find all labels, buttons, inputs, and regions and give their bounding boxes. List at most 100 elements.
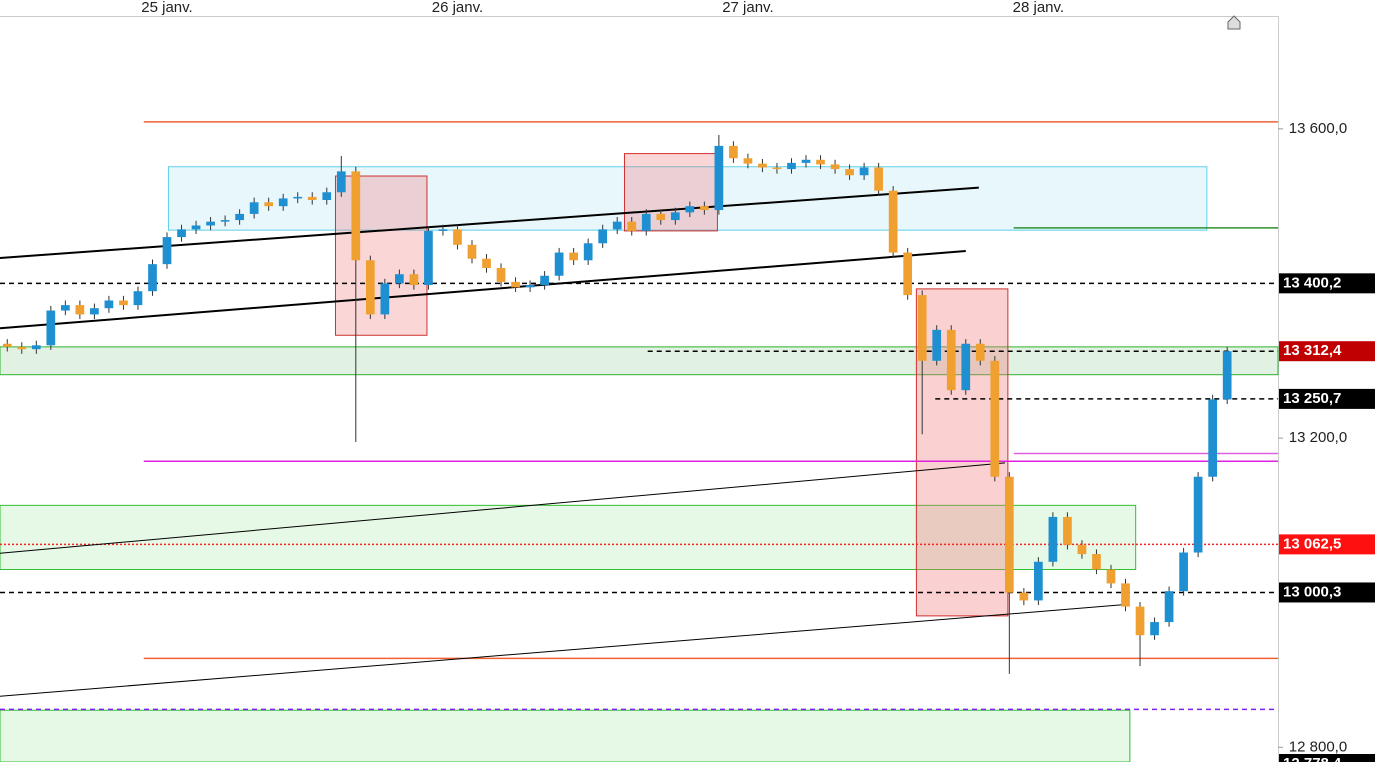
price-label-bg [1279, 582, 1375, 603]
candle-body [191, 225, 201, 230]
candle-body [917, 295, 927, 361]
candle-body [2, 343, 12, 347]
candle-body [932, 329, 942, 361]
x-tick-label: 25 janv. [141, 0, 192, 16]
price-label: 13 400,2 [1283, 274, 1341, 291]
candle-body [496, 268, 506, 282]
candle-body [612, 221, 622, 230]
candle-body [1121, 583, 1130, 607]
candle-body [31, 345, 41, 350]
candle-body [148, 264, 157, 292]
candle-body [220, 220, 230, 222]
candle-body [729, 145, 738, 159]
candle-body [975, 343, 985, 361]
candle-body [874, 167, 883, 191]
candle-body [351, 171, 361, 261]
candle-body [1208, 399, 1218, 477]
candle-body [1092, 554, 1101, 570]
candle-body [60, 305, 70, 311]
candle-body [598, 229, 608, 244]
price-label-bg [1279, 341, 1375, 362]
price-label-bg [1279, 754, 1375, 762]
candle-body [627, 221, 637, 231]
trend-line [0, 250, 966, 330]
candle-body [438, 229, 448, 231]
y-tick-label: 12 800,0 [1289, 738, 1347, 755]
candle-body [46, 310, 56, 346]
candle-body [365, 260, 375, 315]
price-label: 13 312,4 [1283, 342, 1342, 359]
candle-body [1034, 561, 1043, 601]
candle-body [511, 281, 520, 288]
candle-body [322, 192, 332, 200]
price-label-bg [1279, 273, 1375, 294]
candle-body [656, 213, 666, 221]
trend-line [0, 462, 1006, 554]
zone [0, 346, 1279, 376]
candle-body [554, 252, 564, 276]
candle-body [1077, 544, 1087, 555]
candle-body [249, 202, 259, 214]
candle-body [336, 171, 346, 193]
candle-body [670, 212, 680, 221]
candle-body [699, 206, 709, 211]
candle-body [104, 300, 114, 309]
candle-body [162, 237, 172, 265]
candle-body [307, 196, 317, 200]
candle-body [395, 274, 404, 284]
candle-body [830, 164, 840, 170]
price-label: 13 250,7 [1283, 390, 1341, 407]
candle-body [743, 158, 753, 164]
candle-body [859, 167, 869, 176]
candle-body [467, 244, 477, 259]
candle-body [1164, 591, 1174, 623]
candle-body [888, 190, 898, 253]
candle-body [540, 275, 549, 286]
price-label-bg [1279, 388, 1375, 409]
candle-body [1106, 569, 1116, 584]
candle-body [946, 329, 956, 391]
candle-body [641, 213, 651, 231]
candle-body [801, 159, 811, 163]
candle-body [453, 229, 462, 245]
candle-body [1019, 592, 1029, 601]
price-label-bg [1279, 534, 1375, 555]
candle-body [293, 196, 303, 199]
candle-body [177, 229, 186, 238]
candle-body [1004, 476, 1014, 593]
candle-body [569, 252, 579, 261]
candle-body [685, 206, 695, 213]
candle-body [119, 300, 128, 306]
candle-body [424, 230, 433, 286]
price-label: 13 062,5 [1283, 535, 1341, 552]
candle-body [264, 202, 274, 207]
candle-body [409, 274, 419, 286]
candle-body [903, 252, 913, 296]
candle-body [961, 343, 971, 391]
candle-body [772, 167, 782, 170]
candle-body [1150, 622, 1159, 636]
candle-body [714, 145, 724, 211]
candle-body [278, 198, 288, 207]
price-label: 13 000,3 [1283, 583, 1341, 600]
candle-body [583, 243, 593, 261]
zone [0, 504, 1137, 571]
x-tick-label: 26 janv. [432, 0, 483, 16]
candle-body [482, 258, 491, 269]
candle-body [1048, 516, 1058, 562]
candle-body [90, 308, 99, 315]
candle-body [525, 285, 535, 288]
home-icon[interactable] [1227, 15, 1241, 30]
candle-body [1063, 516, 1072, 545]
candle-body [845, 169, 854, 176]
candle-body [380, 283, 390, 315]
candle-body [235, 213, 244, 221]
x-tick-label: 28 janv. [1013, 0, 1064, 16]
candle-body [75, 305, 85, 315]
candle-body [133, 291, 143, 306]
y-tick-label: 13 200,0 [1289, 429, 1347, 446]
x-tick-label: 27 janv. [722, 0, 773, 16]
candle-body [816, 159, 825, 165]
